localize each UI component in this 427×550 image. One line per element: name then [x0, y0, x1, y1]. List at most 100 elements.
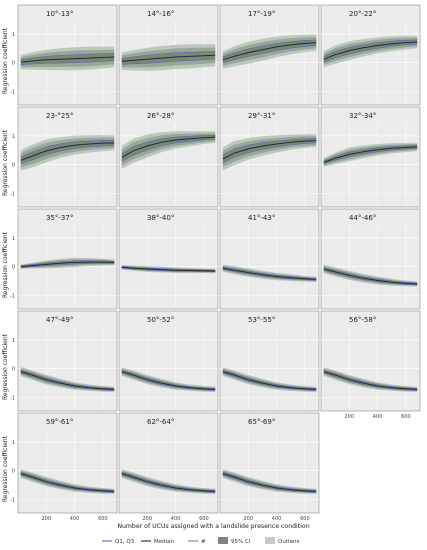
panel-background	[17, 310, 118, 412]
panel-title: 50°-52°	[147, 316, 174, 324]
legend-label: Q1, Q3	[115, 539, 135, 545]
quartile-line	[121, 372, 216, 391]
y-axis-title: Regression coefficient	[2, 231, 9, 298]
legend-label: Median	[154, 539, 175, 545]
y-tick-label: 1	[12, 236, 15, 242]
quartile-line	[222, 142, 317, 164]
median-line	[121, 371, 216, 390]
panel-title: 35°-37°	[46, 214, 73, 222]
panel-title: 38°-40°	[147, 214, 174, 222]
legend-swatch	[265, 537, 275, 544]
y-axis-title: Regression coefficient	[2, 333, 9, 400]
x-tick-label: 600	[401, 414, 411, 420]
quartile-line	[121, 267, 216, 273]
panel-background	[320, 310, 421, 412]
panel: 59°-61° -1 0 1	[10, 412, 118, 514]
panel-title: 44°-46°	[349, 214, 376, 222]
panel-background	[118, 412, 219, 514]
legend-item: 95% CI	[218, 537, 251, 545]
legend-item: Q1, Q3	[102, 539, 135, 545]
quartile-line	[323, 372, 418, 391]
quartile-line	[323, 145, 418, 162]
y-tick-label: 1	[12, 440, 15, 446]
median-line	[323, 268, 418, 285]
ci-band	[323, 266, 418, 286]
iqr-band	[121, 370, 216, 391]
quartile-line	[222, 369, 317, 389]
quartile-line	[222, 372, 317, 391]
median-line	[20, 142, 115, 161]
y-tick-label: 0	[12, 265, 15, 271]
quartile-line	[323, 369, 418, 389]
panel-title: 56°-58°	[349, 316, 376, 324]
quartile-line	[121, 266, 216, 271]
panel-grid: 10°-13° -1 0 1 14°-16° 17°-19° 20°-22° 23-°25° -…	[10, 4, 421, 514]
iqr-band	[20, 472, 115, 493]
quartile-line	[121, 58, 216, 65]
panel-background	[320, 208, 421, 310]
quartile-line	[121, 471, 216, 491]
y-tick-label: 0	[12, 367, 15, 373]
panel: 53°-55°	[219, 310, 320, 412]
quartile-line	[121, 474, 216, 493]
median-line	[323, 41, 418, 60]
panel-title: 32°-34°	[349, 112, 376, 120]
quartile-line	[20, 145, 115, 165]
panel: 47°-49° -1 0 1	[10, 310, 118, 412]
panel-background	[219, 310, 320, 412]
y-tick-label: 0	[12, 469, 15, 475]
panel-background	[219, 412, 320, 514]
panel-background	[118, 208, 219, 310]
x-axis-ticks: 200 400 600 200 400 600 200 400 600 200 400 600	[42, 414, 411, 522]
panel: 35°-37° -1 0 1	[10, 208, 118, 310]
median-line	[20, 371, 115, 390]
quartile-line	[222, 138, 317, 156]
x-tick-label: 600	[199, 516, 209, 522]
panel-title: 53°-55°	[248, 316, 275, 324]
quartile-line	[20, 139, 115, 158]
quartile-line	[20, 369, 115, 389]
legend-item: Outliers	[265, 537, 300, 545]
median-line	[222, 42, 317, 61]
panel-background	[118, 310, 219, 412]
panel: 62°-64°	[118, 412, 219, 514]
iqr-band	[222, 266, 317, 281]
quartile-line	[323, 270, 418, 286]
panel-title: 41°-43°	[248, 214, 275, 222]
legend-item: #	[188, 539, 206, 545]
panel-title: 20°-22°	[349, 10, 376, 18]
panel-title: 47°-49°	[46, 316, 73, 324]
iqr-band	[20, 140, 115, 164]
iqr-band	[121, 472, 216, 493]
y-tick-label: -1	[10, 497, 15, 503]
iqr-band	[222, 39, 317, 63]
panel: 17°-19°	[219, 4, 320, 106]
panel-title: 65°-69°	[248, 418, 275, 426]
y-axis-title: Regression coefficient	[2, 435, 9, 502]
panel: 65°-69°	[219, 412, 320, 514]
panel-background	[219, 208, 320, 310]
y-tick-label: 1	[12, 338, 15, 344]
panel: 32°-34°	[320, 106, 421, 208]
panel-title: 26°-28°	[147, 112, 174, 120]
y-tick-label: -1	[10, 191, 15, 197]
y-axis-title: Regression coefficient	[2, 27, 9, 94]
panel-title: 14°-16°	[147, 10, 174, 18]
iqr-band	[222, 370, 317, 391]
iqr-band	[323, 370, 418, 391]
panel-title: 10°-13°	[46, 10, 73, 18]
x-tick-label: 200	[244, 516, 254, 522]
panel: 29°-31°	[219, 106, 320, 208]
panel: 20°-22°	[320, 4, 421, 106]
median-line	[222, 267, 317, 280]
x-tick-label: 400	[373, 414, 383, 420]
iqr-band	[20, 370, 115, 391]
iqr-band	[323, 39, 418, 63]
quartile-line	[121, 134, 216, 154]
median-line	[323, 371, 418, 390]
panel: 14°-16°	[118, 4, 219, 106]
median-line	[222, 473, 317, 492]
panel-title: 17°-19°	[248, 10, 275, 18]
panel: 10°-13° -1 0 1	[10, 4, 118, 106]
